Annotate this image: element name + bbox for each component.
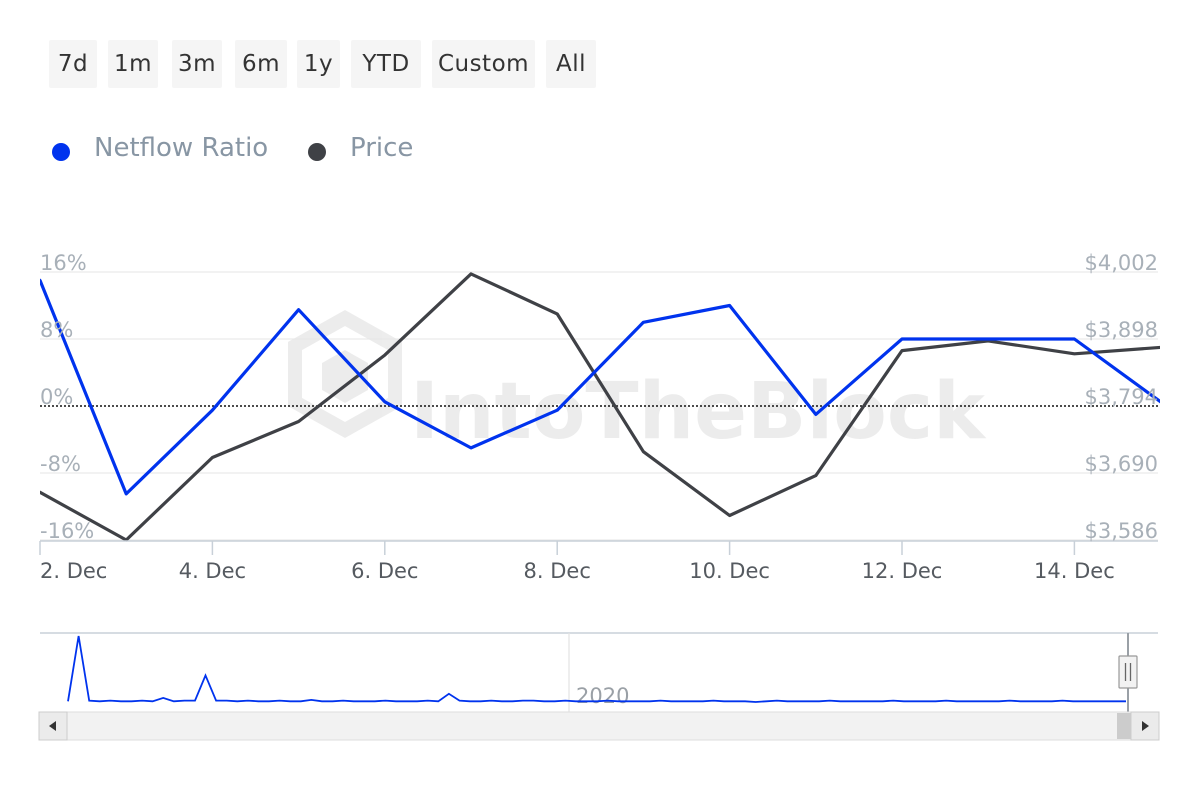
- watermark-text: IntoTheBlock: [410, 367, 987, 457]
- range-button-custom[interactable]: Custom: [432, 40, 535, 88]
- series-line-netflow-ratio: [40, 278, 1160, 496]
- range-button-ytd[interactable]: YTD: [351, 40, 421, 88]
- x-tick-label: 10. Dec: [689, 559, 770, 583]
- scrollbar-thumb[interactable]: [1117, 713, 1131, 739]
- x-tick-label: 6. Dec: [351, 559, 418, 583]
- legend-item-netflow-ratio[interactable]: Netflow Ratio: [52, 130, 268, 170]
- scroll-right-button[interactable]: [1130, 711, 1160, 741]
- axes: 16% 8% 0% -8% -16% $4,002 $3,898 $3,794 $3,690 $3…: [39, 251, 1158, 583]
- y-right-tick-label: $3,690: [1085, 452, 1158, 476]
- legend-dot-icon: [308, 143, 326, 161]
- y-left-tick-label: 16%: [40, 251, 87, 275]
- y-right-tick-label: $4,002: [1085, 251, 1158, 275]
- y-right-tick-label: $3,794: [1085, 385, 1158, 409]
- legend-dot-icon: [52, 143, 70, 161]
- y-right-tick-label: $3,898: [1085, 318, 1158, 342]
- y-left-tick-label: 8%: [40, 318, 73, 342]
- y-right-tick-label: $3,586: [1085, 519, 1158, 543]
- arrow-left-icon: [49, 721, 56, 731]
- range-button-all[interactable]: All: [546, 40, 596, 88]
- navigator-year-label: 2020: [576, 684, 629, 708]
- legend-label: Price: [350, 133, 414, 163]
- y-left-tick-label: -16%: [40, 519, 94, 543]
- x-tick-label: 4. Dec: [179, 559, 246, 583]
- range-button-6m[interactable]: 6m: [235, 40, 287, 88]
- navigator-series-line: [67, 635, 1126, 703]
- y-left-tick-label: 0%: [40, 385, 73, 409]
- range-button-1y[interactable]: 1y: [297, 40, 340, 88]
- x-tick-label: 14. Dec: [1034, 559, 1115, 583]
- range-button-1m[interactable]: 1m: [108, 40, 158, 88]
- legend-label: Netflow Ratio: [94, 133, 269, 163]
- x-tick-label: 12. Dec: [862, 559, 943, 583]
- navigator-handle[interactable]: [1118, 655, 1138, 689]
- x-tick-label: 8. Dec: [524, 559, 591, 583]
- range-button-7d[interactable]: 7d: [49, 40, 97, 88]
- navigator: 2020: [38, 632, 1160, 741]
- arrow-right-icon: [1142, 721, 1149, 731]
- x-tick-label: 2. Dec: [40, 559, 107, 583]
- y-left-tick-label: -8%: [40, 452, 81, 476]
- navigator-scrollbar[interactable]: [38, 711, 1160, 741]
- scroll-left-button[interactable]: [38, 711, 68, 741]
- series-layer: [40, 272, 1160, 542]
- series-line-price: [40, 272, 1160, 542]
- legend-item-price[interactable]: Price: [308, 130, 508, 170]
- range-button-3m[interactable]: 3m: [172, 40, 222, 88]
